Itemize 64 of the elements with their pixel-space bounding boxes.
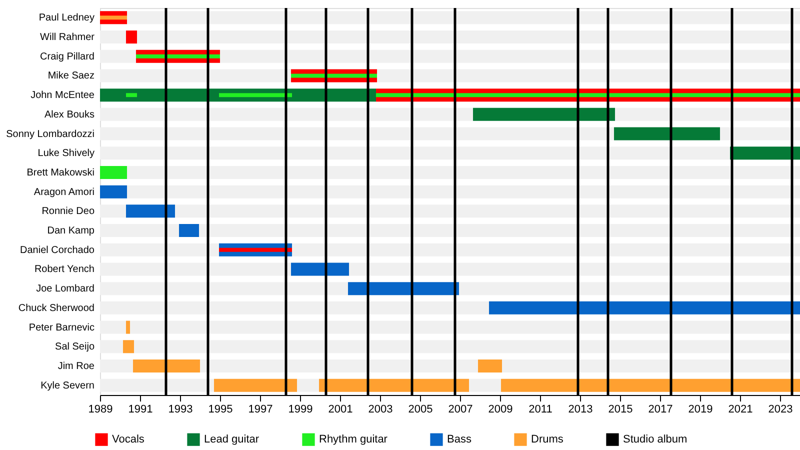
x-tick-label: 1997 [248,404,273,416]
legend-label: Bass [447,434,472,446]
x-tick-label: 2019 [688,404,713,416]
y-tick-label: Alex Bouks [44,109,94,120]
y-tick-label: Craig Pillard [40,51,94,62]
bar [730,146,800,160]
x-tick-label: 2011 [528,404,552,416]
y-tick-label: Daniel Corchado [20,244,95,256]
x-tick-label: 2013 [568,404,593,416]
bar [214,378,297,392]
y-tick-label: Ronnie Deo [42,206,95,218]
bar [133,359,200,372]
bar [478,359,502,372]
legend-label: Lead guitar [204,434,260,446]
x-tick-label: 1999 [288,404,313,416]
legend-label: Vocals [112,434,145,446]
bar [126,204,175,218]
bar [376,93,800,98]
y-tick-label: Jim Roe [58,360,95,372]
legend-label: Drums [531,434,564,446]
bar [123,340,134,354]
bar [100,185,127,198]
y-tick-label: Dan Kamp [47,226,95,237]
x-tick-label: 1993 [168,404,193,416]
y-tick-label: Will Rahmer [40,32,96,44]
y-tick-label: Mike Saez [48,70,94,82]
bar [348,282,459,296]
legend-label: Rhythm guitar [319,434,388,446]
y-tick-label: Kyle Severn [40,380,94,392]
y-tick-label: Chuck Sherwood [18,302,94,314]
legend-label: Studio album [623,434,688,446]
x-tick-label: 2023 [768,404,793,416]
y-tick-label: Sal Seijo [55,342,95,353]
y-tick-label: Paul Ledney [38,12,94,24]
x-tick-label: 2015 [608,404,633,416]
bar [126,30,137,44]
bar [291,262,349,276]
y-tick-label: Robert Yench [34,264,94,276]
bar [473,108,615,121]
x-tick-label: 2009 [488,404,513,416]
x-tick-label: 1991 [128,404,153,416]
bar [291,74,377,78]
x-tick-label: 2017 [648,404,673,416]
x-tick-label: 1995 [208,404,233,416]
y-tick-label: Peter Barnevic [28,322,94,334]
bar [219,93,292,98]
bar [136,54,220,58]
bar [179,224,199,238]
x-tick-label: 2007 [448,404,473,416]
bar [219,248,292,252]
y-tick-label: Brett Makowski [26,167,94,178]
x-tick-label: 2003 [368,404,393,416]
x-tick-label: 2005 [408,404,433,416]
x-tick-label: 2001 [328,404,353,416]
bar [126,93,137,98]
bar [126,320,130,334]
x-tick-label: 1989 [88,404,113,416]
x-tick-label: 2021 [728,404,753,416]
bar [614,127,720,140]
y-tick-label: John McEntee [30,90,95,102]
y-tick-label: Luke Shively [38,148,94,160]
y-tick-label: Aragon Amori [34,186,94,198]
y-tick-label: Joe Lombard [36,284,94,295]
y-tick-label: Sonny Lombardozzi [6,128,94,140]
